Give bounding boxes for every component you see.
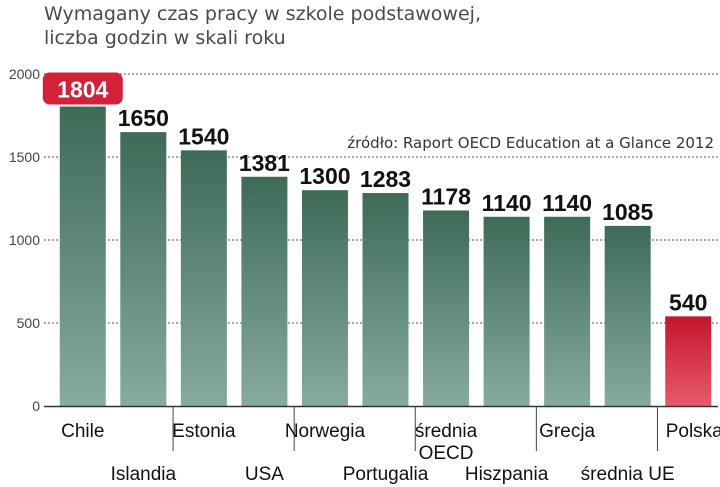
value-label: 1300 [299,163,350,189]
value-label: 1140 [542,190,592,216]
category-label: Norwegia [285,421,366,442]
chart-title-line2: liczba godzin w skali roku [44,27,286,49]
value-label: 1650 [118,105,169,131]
value-label: 1804 [57,77,108,103]
value-label-badge [42,72,123,105]
value-label: 1381 [239,150,290,176]
bar [301,190,348,406]
category-label: średnia [415,421,478,442]
value-label: 1540 [178,123,229,149]
value-label: 1085 [602,199,653,225]
bar [59,106,106,406]
bar [665,316,712,406]
bar [180,150,227,406]
category-label: Hiszpania [465,464,549,485]
value-label: 1178 [421,183,471,209]
bar [362,193,409,406]
category-label: średnia UE [581,464,675,485]
value-label: 1140 [482,190,532,216]
chart-title-line1: Wymagany czas pracy w szkole podstawowej… [44,3,481,25]
bar [423,210,470,406]
category-label: Portugalia [343,464,429,485]
bar [483,216,530,406]
bar [544,216,591,406]
category-label: USA [245,464,284,485]
category-label: Grecja [539,421,595,442]
bar [604,225,651,406]
y-tick-label: 1000 [9,232,40,248]
value-label: 1283 [360,166,411,192]
source-note: źródło: Raport OECD Education at a Glanc… [347,134,714,152]
y-tick-label: 0 [32,398,40,414]
category-label: Islandia [111,464,177,485]
bar [120,132,167,406]
bar [241,176,288,406]
y-tick-label: 500 [17,315,41,331]
y-tick-label: 1500 [9,149,40,165]
category-label: Estonia [172,421,236,442]
chart-title: Wymagany czas pracy w szkole podstawowej… [44,2,481,50]
category-label: Polska [666,421,720,442]
y-tick-label: 2000 [9,66,40,82]
category-label: OECD [419,443,474,464]
value-label: 540 [669,289,707,315]
category-label: Chile [61,421,104,442]
